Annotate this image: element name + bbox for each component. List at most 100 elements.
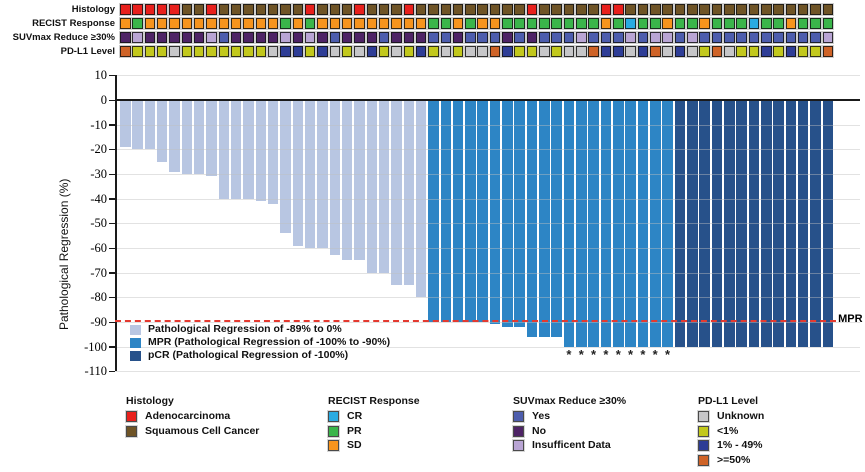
track-square: [526, 4, 538, 15]
track-square: [181, 4, 193, 15]
asterisk-marker: *: [640, 347, 646, 362]
track-square: [797, 46, 809, 57]
track-square: [588, 4, 599, 15]
track-square: [637, 18, 649, 29]
track-square: [724, 46, 735, 57]
track-square: [748, 32, 760, 43]
track-square: [193, 18, 205, 29]
track-square: [366, 18, 378, 29]
track-square: [822, 32, 834, 43]
legend-item-label: CR: [347, 410, 363, 422]
track-square: [810, 4, 821, 15]
track-square: [440, 4, 451, 15]
track-square: [699, 4, 710, 15]
track-square: [797, 32, 809, 43]
track-square: [637, 4, 649, 15]
y-tick: [109, 370, 115, 373]
bar: [280, 100, 291, 234]
asterisk-marker: *: [652, 347, 658, 362]
gridline: [115, 346, 860, 348]
y-tick-label: -100: [84, 339, 107, 354]
track-square: [674, 46, 686, 57]
bar: [674, 100, 686, 347]
track-square: [687, 18, 698, 29]
track-square: [341, 32, 353, 43]
bar: [218, 100, 230, 199]
legend-item-label: PR: [347, 424, 362, 437]
y-axis-line: [115, 75, 117, 372]
track-square: [255, 46, 267, 57]
bar: [748, 100, 760, 347]
track-square: [465, 18, 476, 29]
track-square: [169, 18, 180, 29]
track-square: [613, 32, 624, 43]
track-square: [378, 4, 390, 15]
track-square: [650, 32, 661, 43]
track-square: [452, 32, 464, 43]
bar: [304, 100, 316, 248]
track-square: [514, 32, 525, 43]
y-tick-label: -20: [90, 142, 107, 157]
track-square: [206, 46, 217, 57]
track-square: [317, 46, 328, 57]
track-square: [144, 32, 156, 43]
bar: [761, 100, 772, 347]
track-square: [280, 18, 291, 29]
track-square: [810, 32, 821, 43]
track-square: [403, 46, 415, 57]
track-square: [218, 4, 230, 15]
track-square: [563, 32, 575, 43]
track-square: [662, 4, 673, 15]
legend-item-label: Adenocarcinoma: [145, 410, 231, 422]
bar: [428, 100, 439, 322]
track-square: [156, 18, 168, 29]
y-tick: [109, 124, 115, 126]
mpr-threshold-line: [115, 320, 837, 322]
track-square: [687, 32, 698, 43]
gridline: [115, 149, 860, 151]
y-tick-label: -90: [90, 315, 107, 329]
track-square: [403, 4, 415, 15]
track-square: [600, 32, 612, 43]
track-square: [144, 46, 156, 57]
y-tick: [109, 296, 115, 299]
bar: [650, 100, 661, 347]
track-square: [206, 4, 217, 15]
track-square: [711, 18, 723, 29]
track-square: [687, 46, 698, 57]
track-square: [255, 32, 267, 43]
legend-item-label: MPR (Pathological Regression of -100% to…: [148, 336, 391, 348]
track-square: [218, 32, 230, 43]
track-square: [822, 18, 834, 29]
track-square: [132, 32, 143, 43]
legend-swatch: [328, 411, 339, 422]
track-square: [724, 18, 735, 29]
bar: [600, 100, 612, 347]
bar: [267, 100, 279, 204]
track-square: [551, 46, 562, 57]
bar: [699, 100, 710, 347]
track-square: [822, 46, 834, 57]
track-square: [354, 46, 365, 57]
y-tick: [109, 148, 115, 151]
gridline: [115, 297, 860, 299]
track-square: [329, 4, 341, 15]
track-square: [120, 18, 131, 29]
bar: [502, 100, 513, 327]
y-tick: [109, 346, 115, 348]
track-square: [773, 32, 784, 43]
legend-item-label: >=50%: [717, 453, 751, 466]
legend-swatch: [513, 425, 524, 437]
gridline: [115, 198, 860, 200]
track-square: [354, 18, 365, 29]
track-square: [613, 4, 624, 15]
track-square: [156, 46, 168, 57]
track-square: [193, 4, 205, 15]
track-square: [452, 18, 464, 29]
track-square: [243, 4, 254, 15]
bar: [773, 100, 784, 347]
track-square: [576, 4, 587, 15]
legend-swatch: [130, 351, 141, 361]
y-tick-label: -70: [90, 265, 107, 280]
bar: [637, 100, 649, 347]
